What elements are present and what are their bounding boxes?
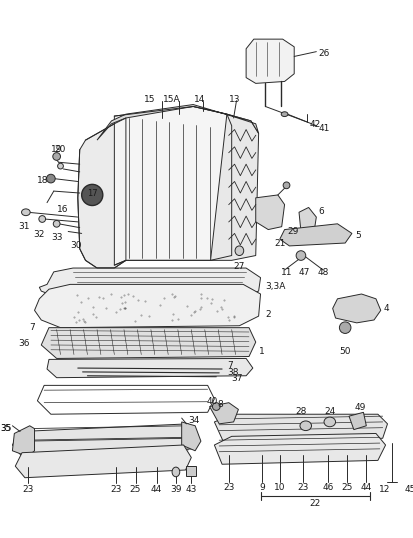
Text: 41: 41	[318, 124, 329, 133]
Text: 26: 26	[318, 49, 329, 58]
Text: 1: 1	[258, 347, 264, 356]
Ellipse shape	[172, 467, 179, 477]
Text: 23: 23	[22, 485, 33, 494]
Text: 47: 47	[297, 268, 309, 277]
Text: 28: 28	[294, 407, 306, 415]
Text: 44: 44	[360, 484, 371, 492]
Text: 25: 25	[130, 485, 141, 494]
Polygon shape	[114, 107, 231, 265]
Polygon shape	[209, 402, 238, 424]
Text: 20: 20	[55, 145, 66, 154]
Polygon shape	[12, 424, 197, 457]
Text: 12: 12	[378, 485, 389, 494]
Ellipse shape	[295, 251, 305, 260]
Text: 25: 25	[341, 484, 352, 492]
Ellipse shape	[46, 174, 55, 183]
Ellipse shape	[53, 153, 60, 160]
Text: 9: 9	[259, 484, 265, 492]
Text: 18: 18	[37, 176, 49, 185]
Polygon shape	[298, 208, 316, 231]
Text: 3,3A: 3,3A	[265, 281, 285, 291]
Text: 45: 45	[404, 485, 413, 494]
Text: 40: 40	[206, 397, 218, 406]
Ellipse shape	[21, 209, 30, 216]
Polygon shape	[214, 434, 385, 464]
Polygon shape	[279, 224, 351, 246]
Polygon shape	[34, 285, 260, 328]
Text: 15: 15	[144, 95, 155, 104]
Text: 23: 23	[110, 485, 122, 494]
Text: 35: 35	[0, 424, 11, 433]
Polygon shape	[12, 426, 34, 457]
Text: 50: 50	[339, 347, 350, 356]
Ellipse shape	[57, 163, 63, 169]
Text: 19: 19	[51, 145, 62, 154]
Text: 13: 13	[228, 95, 240, 104]
Text: 42: 42	[309, 120, 320, 129]
Polygon shape	[186, 466, 196, 476]
Text: 5: 5	[354, 231, 360, 240]
Text: 15A: 15A	[163, 95, 180, 104]
Text: 2: 2	[265, 310, 271, 320]
Ellipse shape	[299, 421, 311, 430]
Text: 8: 8	[217, 400, 223, 409]
Text: 36: 36	[18, 339, 30, 348]
Text: 4: 4	[383, 303, 388, 313]
Text: 39: 39	[170, 485, 181, 494]
Text: 29: 29	[287, 226, 298, 236]
Text: 35: 35	[0, 424, 12, 433]
Text: 21: 21	[273, 239, 285, 248]
Ellipse shape	[81, 185, 102, 206]
Ellipse shape	[235, 246, 243, 256]
Polygon shape	[245, 39, 294, 83]
Text: 7: 7	[226, 362, 232, 370]
Text: 27: 27	[233, 262, 244, 271]
Ellipse shape	[212, 402, 220, 410]
Polygon shape	[47, 358, 252, 378]
Ellipse shape	[53, 221, 60, 227]
Text: 31: 31	[18, 222, 30, 231]
Text: 33: 33	[51, 233, 62, 243]
Polygon shape	[15, 445, 191, 478]
Ellipse shape	[339, 322, 350, 334]
Ellipse shape	[282, 182, 289, 189]
Text: 44: 44	[151, 485, 162, 494]
Text: 10: 10	[273, 484, 285, 492]
Ellipse shape	[280, 112, 287, 117]
Text: 22: 22	[309, 499, 320, 508]
Text: 17: 17	[87, 188, 97, 197]
Text: 49: 49	[354, 402, 366, 412]
Text: 46: 46	[321, 484, 333, 492]
Polygon shape	[37, 385, 214, 414]
Text: 6: 6	[318, 208, 323, 216]
Text: 38: 38	[226, 368, 238, 377]
Text: 11: 11	[280, 268, 292, 277]
Text: 24: 24	[323, 407, 335, 415]
Text: 23: 23	[297, 484, 308, 492]
Text: 43: 43	[185, 485, 197, 494]
Text: 23: 23	[223, 484, 234, 492]
Polygon shape	[332, 294, 380, 323]
Text: 14: 14	[194, 95, 205, 104]
Text: 34: 34	[188, 416, 199, 425]
Polygon shape	[348, 412, 366, 430]
Polygon shape	[97, 104, 258, 140]
Text: 48: 48	[317, 268, 328, 277]
Ellipse shape	[39, 216, 45, 222]
Polygon shape	[41, 328, 255, 358]
Text: 32: 32	[33, 230, 45, 238]
Polygon shape	[210, 114, 258, 260]
Text: 37: 37	[231, 374, 242, 383]
Ellipse shape	[323, 417, 335, 427]
Text: 30: 30	[70, 241, 81, 250]
Polygon shape	[255, 195, 284, 230]
Text: 16: 16	[57, 204, 68, 214]
Polygon shape	[78, 118, 126, 268]
Polygon shape	[181, 422, 200, 451]
Polygon shape	[39, 268, 260, 297]
Text: 7: 7	[29, 323, 34, 332]
Polygon shape	[214, 414, 387, 443]
